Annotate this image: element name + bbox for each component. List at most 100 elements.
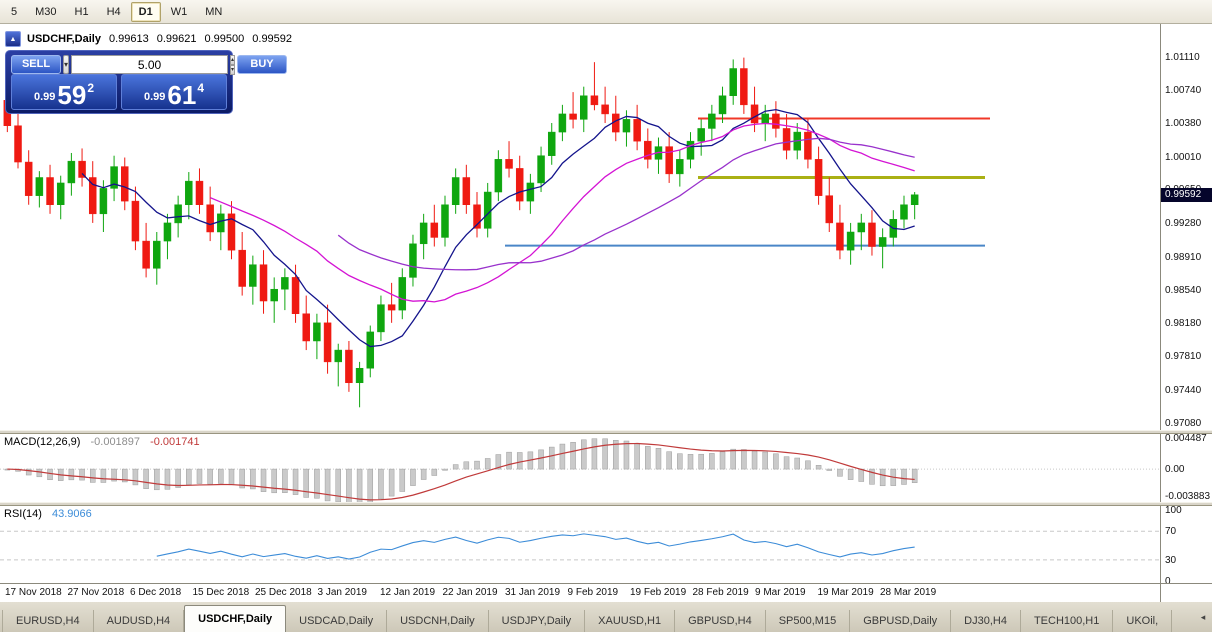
price-scale-label: 1.00010 [1165,151,1202,163]
price-scale-label: 0.98910 [1165,251,1202,263]
panel-separator[interactable] [0,430,1212,434]
chart-tabs-bar: EURUSD,H4 AUDUSD,H4 USDCHF,Daily USDCAD,Dai… [0,602,1212,632]
quote-high: 0.99621 [156,33,197,45]
ma-line-20[interactable] [209,122,915,303]
chart-tab-usdchf-daily[interactable]: USDCHF,Daily [184,605,287,632]
price-scale-label: 0.98180 [1165,317,1202,329]
date-axis-label: 22 Jan 2019 [442,587,498,598]
date-axis-label: 17 Nov 2018 [5,587,62,598]
collapse-arrow-icon: ▲ [9,35,17,43]
chart-symbol: USDCHF,Daily [27,33,101,45]
quote-low: 0.99500 [204,33,245,45]
sell-price-big: 59 [57,80,87,110]
buy-price-small: 0.99 [143,91,166,103]
rsi-scale-label: 100 [1165,504,1182,516]
date-axis-label: 25 Dec 2018 [255,587,312,598]
candles-group [3,57,919,408]
macd-indicator-panel[interactable]: MACD(12,26,9) -0.001897 -0.001741 [0,434,1160,502]
date-axis-label: 19 Mar 2019 [817,587,874,598]
rsi-indicator-panel[interactable]: RSI(14) 43.9066 [0,506,1160,583]
volume-stepper[interactable]: ▴ ▾ [230,55,236,75]
price-scale[interactable]: 0.99592 1.01110 1.00740 1.00380 1.00010 0.99… [1160,24,1212,602]
buy-price-big: 61 [167,80,197,110]
panel-separator[interactable] [0,502,1212,506]
arrow-up-icon[interactable]: ▴ [230,55,236,65]
timeframe-button-h4[interactable]: H4 [106,5,121,18]
chart-tab-xauusd-h1[interactable]: XAUUSD,H1 [585,610,676,632]
buy-price-display[interactable]: 0.99 61 4 [121,74,227,110]
quote-open: 0.99613 [108,33,149,45]
macd-value-main: -0.001897 [90,436,141,448]
tab-scroll-left-button[interactable]: ◂ [1200,612,1206,622]
chart-tab-eurusd-h4[interactable]: EURUSD,H4 [2,610,94,632]
chevron-down-icon: ▾ [64,60,69,69]
price-scale-label: 0.97080 [1165,417,1202,429]
macd-name: MACD(12,26,9) [4,436,81,448]
chart-tab-tech100-h1[interactable]: TECH100,H1 [1021,610,1114,632]
chart-tab-audusd-h4[interactable]: AUDUSD,H4 [94,610,185,632]
timeframe-button-d1[interactable]: D1 [130,1,161,22]
macd-signal-line [7,442,915,501]
price-scale-label: 0.99280 [1165,217,1202,229]
macd-value-signal: -0.001741 [150,436,200,448]
date-axis-label: 28 Mar 2019 [880,587,937,598]
sell-price-sup: 2 [87,81,95,95]
price-chart-canvas [3,57,990,408]
one-click-trading-panel: SELL ▾ ▴ ▾ BUY 0.99 59 2 [5,50,288,114]
chart-tab-usdjpy-daily[interactable]: USDJPY,Daily [489,610,586,632]
chart-area: ▲ USDCHF,Daily 0.99613 0.99621 0.99500 0… [0,24,1212,602]
date-axis-label: 19 Feb 2019 [630,587,687,598]
price-scale-label: 1.00740 [1165,85,1202,97]
volume-dropdown-button[interactable]: ▾ [63,55,70,74]
current-price-badge: 0.99592 [1161,187,1212,202]
date-axis-label: 15 Dec 2018 [192,587,250,598]
price-scale-label: 0.98540 [1165,285,1202,297]
price-scale-label: 1.01110 [1165,51,1200,63]
date-axis-label: 3 Jan 2019 [317,587,368,598]
macd-histogram [4,438,918,502]
macd-canvas [0,438,1160,502]
quote-close: 0.99592 [252,33,293,45]
chart-tab-gbpusd-h4[interactable]: GBPUSD,H4 [675,610,766,632]
chart-tab-ukoil[interactable]: UKOil, [1113,610,1173,632]
chart-tab-usdcnh-daily[interactable]: USDCNH,Daily [387,610,489,632]
timeframe-button-5[interactable]: 5 [11,5,18,18]
date-axis-label: 27 Nov 2018 [67,587,125,598]
buy-price-sup: 4 [197,81,205,95]
timeframe-button-mn[interactable]: MN [205,5,223,18]
chart-title: ▲ USDCHF,Daily 0.99613 0.99621 0.99500 0… [5,31,292,47]
volume-input[interactable] [71,55,229,74]
date-axis-label: 28 Feb 2019 [692,587,749,598]
rsi-scale-label: 70 [1165,526,1177,538]
sell-price-display[interactable]: 0.99 59 2 [11,74,117,110]
rsi-line [156,533,915,560]
chart-tab-dj30-h4[interactable]: DJ30,H4 [951,610,1021,632]
macd-scale-label: -0.003883 [1165,490,1211,502]
date-axis-label: 12 Jan 2019 [380,587,436,598]
buy-button[interactable]: BUY [237,55,288,74]
price-chart-panel[interactable]: ▲ USDCHF,Daily 0.99613 0.99621 0.99500 0… [0,24,1160,430]
price-scale-label: 0.97810 [1165,351,1202,363]
timeframe-toolbar: 5 M30 H1 H4 D1 W1 MN [0,0,1212,24]
chart-tab-usdcad-daily[interactable]: USDCAD,Daily [286,610,388,632]
date-axis-label: 9 Mar 2019 [755,587,806,598]
macd-scale-label: 0.004487 [1165,432,1207,444]
time-axis-divider [0,583,1212,584]
rsi-value: 43.9066 [51,508,92,520]
price-scale-label: 1.00380 [1165,118,1202,129]
timeframe-button-w1[interactable]: W1 [170,5,188,18]
ma-line-8[interactable] [81,108,915,348]
rsi-scale-label: 0 [1165,576,1171,588]
chart-tab-sp500-m15[interactable]: SP500,M15 [766,610,851,632]
arrow-down-icon[interactable]: ▾ [230,65,236,75]
chart-tab-gbpusd-daily[interactable]: GBPUSD,Daily [850,610,952,632]
timeframe-button-m30[interactable]: M30 [35,5,57,18]
rsi-name: RSI(14) [4,508,42,520]
ma-line-32[interactable] [337,137,915,271]
macd-label: MACD(12,26,9) -0.001897 -0.001741 [4,436,200,448]
sell-button[interactable]: SELL [11,55,61,74]
date-axis-label: 9 Feb 2019 [567,587,619,598]
collapse-trade-panel-button[interactable]: ▲ [5,31,21,47]
timeframe-button-h1[interactable]: H1 [74,5,89,18]
